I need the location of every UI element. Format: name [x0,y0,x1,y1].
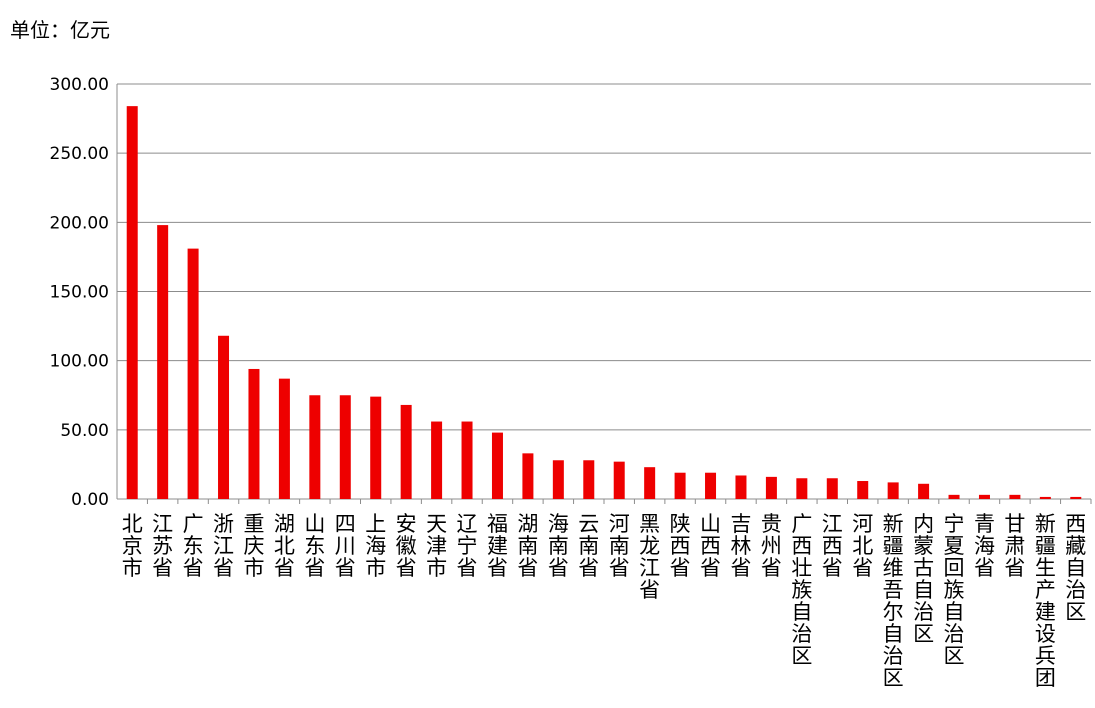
bar [948,494,960,499]
bar [126,106,138,499]
category-label: 山西省 [700,512,721,580]
category-label: 安徽省 [396,512,417,580]
category-label: 西藏自治区 [1065,512,1086,624]
bar [735,475,747,499]
y-tick-label: 0.00 [71,490,109,510]
y-tick-label: 250.00 [50,144,109,164]
category-label: 江西省 [822,512,843,580]
category-label: 江苏省 [152,512,173,580]
y-tick-label: 150.00 [50,283,109,303]
category-label: 湖南省 [517,512,538,580]
bar [644,467,656,499]
bar [583,460,595,499]
bar [1070,496,1082,499]
bar [613,461,625,499]
category-label: 黑龙江省 [639,512,660,602]
bar [370,396,382,499]
category-label: 贵州省 [761,512,782,580]
category-label: 青海省 [974,512,995,580]
category-label: 天津市 [426,512,447,580]
bar [218,335,230,499]
category-label: 甘肃省 [1004,512,1025,580]
bar [431,421,443,499]
bar [1009,494,1021,499]
category-label: 福建省 [487,512,508,580]
category-label: 陕西省 [670,512,691,580]
bar [187,248,199,499]
bar [857,481,869,499]
bar [918,483,930,499]
bar [796,478,808,499]
bar [400,404,412,499]
category-label: 吉林省 [730,512,751,580]
bar [674,472,686,499]
bar [978,494,990,499]
category-label: 辽宁省 [457,512,478,580]
category-label: 宁夏回族自治区 [944,512,965,668]
category-label: 浙江省 [213,512,234,580]
category-label: 新疆生产建设兵团 [1035,512,1056,690]
bar [339,395,351,499]
category-label: 四川省 [335,512,356,580]
bar [309,395,321,499]
category-label: 河南省 [609,512,630,580]
bar [157,225,169,499]
bar [278,378,290,499]
category-label: 上海市 [365,512,386,580]
unit-label: 单位：亿元 [10,18,110,42]
bar [765,476,777,499]
bar [552,460,564,499]
bar [522,453,534,499]
bar [1039,496,1051,499]
category-label: 北京市 [122,512,143,580]
bar [826,478,838,499]
y-tick-label: 50.00 [60,421,109,441]
category-label: 新疆维吾尔自治区 [883,512,904,690]
category-label: 重庆市 [243,512,264,580]
y-tick-label: 300.00 [50,75,109,95]
bar [461,421,473,499]
y-tick-label: 200.00 [50,213,109,233]
category-label: 山东省 [304,512,325,580]
y-tick-label: 100.00 [50,352,109,372]
bar [705,472,717,499]
bar [887,482,899,499]
category-label: 河北省 [852,512,873,580]
category-label: 湖北省 [274,512,295,580]
category-label: 广西壮族自治区 [791,512,812,668]
category-label: 广东省 [183,512,204,580]
category-label: 内蒙古自治区 [913,512,934,646]
bar [491,432,503,499]
category-label: 云南省 [578,512,599,580]
bar [248,368,260,499]
category-label: 海南省 [548,512,569,580]
